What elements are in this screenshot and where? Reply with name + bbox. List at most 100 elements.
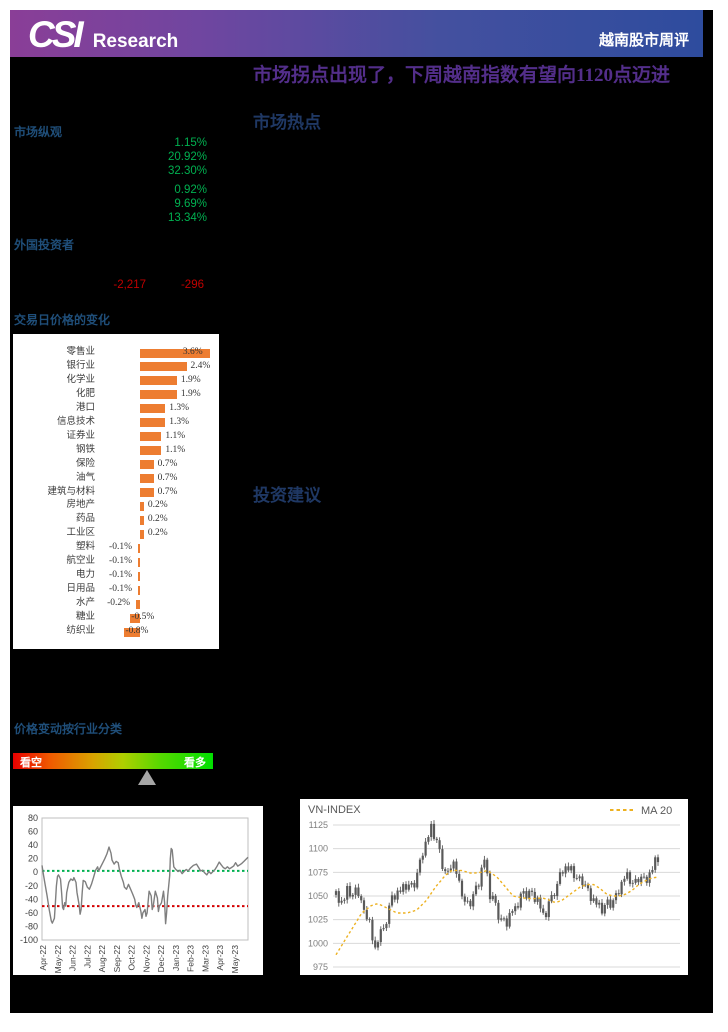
svg-text:Dec-22: Dec-22 (156, 945, 166, 973)
svg-text:Jun-22: Jun-22 (68, 945, 78, 971)
foreign-net-value: -2,217 (113, 279, 146, 291)
svg-text:1050: 1050 (308, 891, 328, 901)
sector-value: 0.7% (157, 458, 178, 469)
sector-label: 房地产 (66, 500, 95, 511)
momentum-line-chart: 80 60 40 20 0 -20 -40 -60 -80 -100 Apr-22 May-22 Jun… (13, 806, 263, 975)
overview-value: 1.15% (174, 137, 207, 149)
sector-label: 油气 (75, 472, 95, 483)
svg-text:80: 80 (28, 813, 38, 823)
csi-logo-text: CSI (28, 14, 84, 55)
sector-value: 0.7% (157, 486, 178, 497)
sector-bar (140, 432, 162, 442)
svg-text:-80: -80 (25, 921, 38, 931)
vnindex-candlestick-chart: VN-INDEX MA 20 1125 1100 1075 1050 1025 1000 975 (300, 799, 688, 975)
sector-label: 纺织业 (66, 626, 95, 636)
sector-label: 塑料 (75, 542, 95, 553)
svg-text:0: 0 (33, 867, 38, 877)
sector-bar (140, 404, 166, 414)
svg-text:975: 975 (313, 962, 328, 972)
sector-label: 糖业 (75, 612, 95, 623)
sector-label: 航空业 (66, 556, 95, 567)
svg-text:Oct-22: Oct-22 (127, 945, 137, 971)
svg-text:MA 20: MA 20 (641, 805, 672, 817)
svg-text:Sep-22: Sep-22 (112, 945, 122, 973)
sector-bar (138, 571, 140, 581)
sector-bar (138, 585, 140, 595)
svg-text:Mar-23: Mar-23 (200, 945, 210, 972)
sector-value: 0.2% (147, 500, 168, 511)
sector-bar (140, 446, 162, 456)
sector-value: 1.9% (180, 388, 201, 399)
overview-value: 9.69% (174, 198, 207, 210)
foreign-net-value: -296 (180, 279, 204, 291)
sentiment-marker-icon (138, 770, 156, 785)
sector-label: 日用品 (66, 584, 95, 595)
sector-label: 保险 (75, 458, 95, 469)
bullish-label: 看多 (184, 757, 206, 769)
sector-value: 1.1% (165, 430, 186, 441)
heading-foreign-investors: 外国投资者 (14, 238, 75, 252)
sector-bar (124, 627, 140, 637)
sector-label: 化学业 (66, 374, 95, 385)
svg-text:Nov-22: Nov-22 (141, 945, 151, 973)
page-title: 市场拐点出现了，下周越南指数有望向1120点迈进 (253, 65, 670, 86)
sector-label: 银行业 (66, 360, 95, 371)
sector-bar (130, 613, 140, 623)
heading-market-overview: 市场纵观 (14, 125, 63, 139)
sector-label: 电力 (75, 570, 95, 581)
sector-label: 零售业 (66, 347, 95, 357)
section-investment-advice: 投资建议 (253, 486, 321, 505)
csi-logo-research: Research (92, 31, 179, 52)
sector-label: 化肥 (75, 388, 95, 399)
sector-value: -0.1% (109, 584, 132, 595)
sector-value: -0.1% (109, 542, 132, 553)
sentiment-gradient-bar: 看空 看多 (13, 753, 213, 769)
sector-value: 1.3% (169, 402, 190, 413)
sector-value: 2.4% (190, 360, 211, 371)
svg-text:Apr-22: Apr-22 (38, 945, 48, 971)
sector-value: 1.1% (165, 444, 186, 455)
sector-bar-chart: 零售业 3.6% 银行业 2.4% 化学业 1.9% 化肥 1.9% 港口 1.3% 信息技术 1.3… (13, 334, 219, 649)
sector-value: -0.1% (109, 570, 132, 581)
sector-bar (140, 529, 144, 539)
svg-text:May-22: May-22 (53, 945, 63, 974)
svg-text:-20: -20 (25, 881, 38, 891)
svg-text:Aug-22: Aug-22 (97, 945, 107, 973)
svg-text:1000: 1000 (308, 938, 328, 948)
sector-label: 工业区 (66, 528, 95, 539)
sector-value: 3.6% (182, 347, 203, 357)
svg-text:1025: 1025 (308, 915, 328, 925)
sector-value: 1.3% (169, 416, 190, 427)
svg-text:VN-INDEX: VN-INDEX (308, 804, 361, 816)
svg-text:1100: 1100 (309, 844, 328, 854)
svg-text:Apr-23: Apr-23 (215, 945, 225, 971)
sector-bar (140, 460, 154, 470)
sector-label: 钢铁 (75, 444, 95, 455)
sector-bar (140, 418, 166, 428)
sector-bar (140, 515, 144, 525)
svg-text:1125: 1125 (309, 820, 328, 830)
sector-bar (140, 376, 177, 386)
svg-text:Feb-23: Feb-23 (186, 945, 196, 972)
sector-bar (140, 362, 187, 372)
bearish-label: 看空 (20, 757, 42, 769)
overview-value: 20.92% (167, 151, 207, 163)
heading-sentiment-gauge: 价格变动按行业分类 (14, 722, 123, 736)
overview-value: 0.92% (174, 184, 207, 196)
sector-bar (136, 599, 140, 609)
sector-label: 药品 (75, 514, 95, 525)
sector-bar (140, 390, 177, 400)
section-market-hotspot: 市场热点 (253, 113, 321, 132)
sector-label: 建筑与材料 (47, 486, 95, 497)
heading-sector-price-change: 交易日价格的变化 (14, 313, 111, 327)
csi-logo: CSI Research (28, 14, 178, 56)
sector-bar (140, 348, 210, 358)
sector-value: 0.2% (147, 514, 168, 525)
sector-value: -0.5% (131, 612, 155, 623)
svg-text:-100: -100 (20, 935, 38, 945)
header-banner: CSI Research 越南股市周评 (10, 10, 703, 57)
svg-text:-60: -60 (25, 908, 38, 918)
overview-value: 32.30% (167, 165, 207, 177)
svg-text:40: 40 (28, 840, 38, 850)
